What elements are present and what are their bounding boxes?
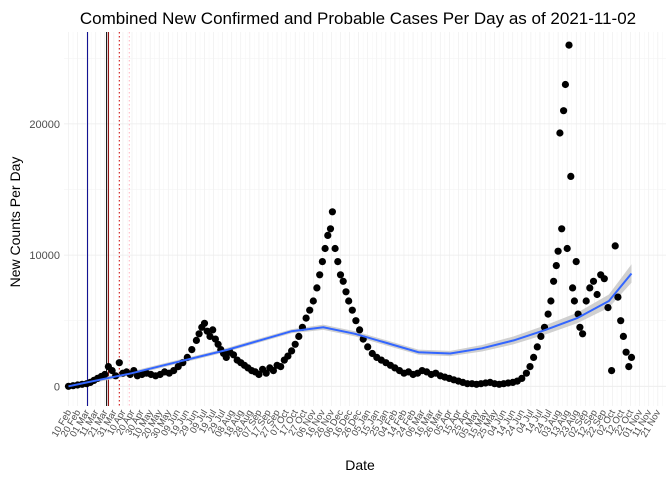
data-point <box>288 347 296 355</box>
data-point <box>331 244 339 253</box>
data-point <box>565 41 573 49</box>
data-point <box>608 367 616 375</box>
data-point <box>324 231 332 239</box>
data-point <box>229 351 238 359</box>
grid <box>64 32 666 406</box>
data-point <box>522 369 531 377</box>
data-point <box>326 225 335 233</box>
data-point <box>209 326 217 334</box>
data-point <box>600 275 608 283</box>
data-point <box>547 297 555 305</box>
data-point <box>345 297 353 305</box>
data-point <box>572 258 580 266</box>
data-point <box>262 369 270 377</box>
data-point <box>313 284 321 292</box>
data-point <box>614 293 622 301</box>
smooth-curve <box>68 272 633 388</box>
data-point <box>530 353 538 361</box>
data-point <box>309 297 317 305</box>
data-point <box>627 353 636 361</box>
data-point <box>550 277 558 285</box>
data-point <box>222 353 230 361</box>
data-point <box>318 258 326 266</box>
y-tick-label: 20000 <box>29 119 60 131</box>
data-point <box>552 262 560 270</box>
data-point <box>533 343 541 351</box>
data-point <box>188 346 196 354</box>
data-point <box>589 277 598 285</box>
data-point <box>192 336 200 344</box>
data-point <box>625 363 633 371</box>
y-axis-title: New Counts Per Day <box>7 157 23 288</box>
data-point <box>619 332 628 340</box>
y-tick-label: 0 <box>54 381 60 393</box>
data-point <box>567 172 575 180</box>
data-point <box>195 330 203 338</box>
data-point <box>611 242 619 250</box>
data-point <box>554 247 562 255</box>
data-point <box>284 352 292 360</box>
data-point <box>561 80 570 89</box>
data-point <box>334 258 342 266</box>
data-point <box>569 284 577 292</box>
chart-title: Combined New Confirmed and Probable Case… <box>80 9 636 28</box>
data-point <box>617 317 625 325</box>
data-point <box>200 319 209 327</box>
data-point <box>316 271 324 279</box>
data-point <box>339 277 347 285</box>
data-point <box>302 314 310 322</box>
data-point <box>576 323 584 331</box>
data-point <box>269 367 277 375</box>
data-point <box>352 317 360 325</box>
reference-lines <box>87 32 130 406</box>
data-point <box>115 359 123 367</box>
data-point <box>336 271 345 279</box>
data-point <box>558 225 566 233</box>
data-point <box>586 284 594 292</box>
data-point <box>295 332 303 340</box>
x-axis-title: Date <box>345 457 375 473</box>
data-point <box>277 363 285 371</box>
data-point <box>306 306 314 314</box>
data-point <box>518 374 526 382</box>
data-point <box>342 288 350 296</box>
data-point <box>321 244 329 253</box>
y-axis-ticks: 0 10000 20000 <box>29 119 60 393</box>
data-point <box>593 290 601 299</box>
data-point <box>101 370 109 379</box>
data-point <box>556 129 564 137</box>
data-point <box>560 107 568 115</box>
data-point <box>570 297 579 305</box>
data-point <box>579 330 587 338</box>
data-point <box>108 367 116 375</box>
data-point <box>328 208 336 216</box>
data-point <box>604 304 612 312</box>
data-point <box>364 343 372 351</box>
data-point <box>356 326 364 334</box>
smooth-line <box>68 272 633 388</box>
data-point <box>544 310 552 318</box>
data-point <box>348 306 356 314</box>
data-point <box>582 297 590 305</box>
data-point <box>622 348 630 356</box>
data-point <box>537 332 545 340</box>
data-point <box>214 340 222 348</box>
data-point <box>563 244 571 253</box>
data-point <box>206 332 214 340</box>
data-point <box>255 370 263 379</box>
y-tick-label: 10000 <box>29 250 60 262</box>
data-point <box>526 363 534 371</box>
data-point <box>291 340 299 348</box>
